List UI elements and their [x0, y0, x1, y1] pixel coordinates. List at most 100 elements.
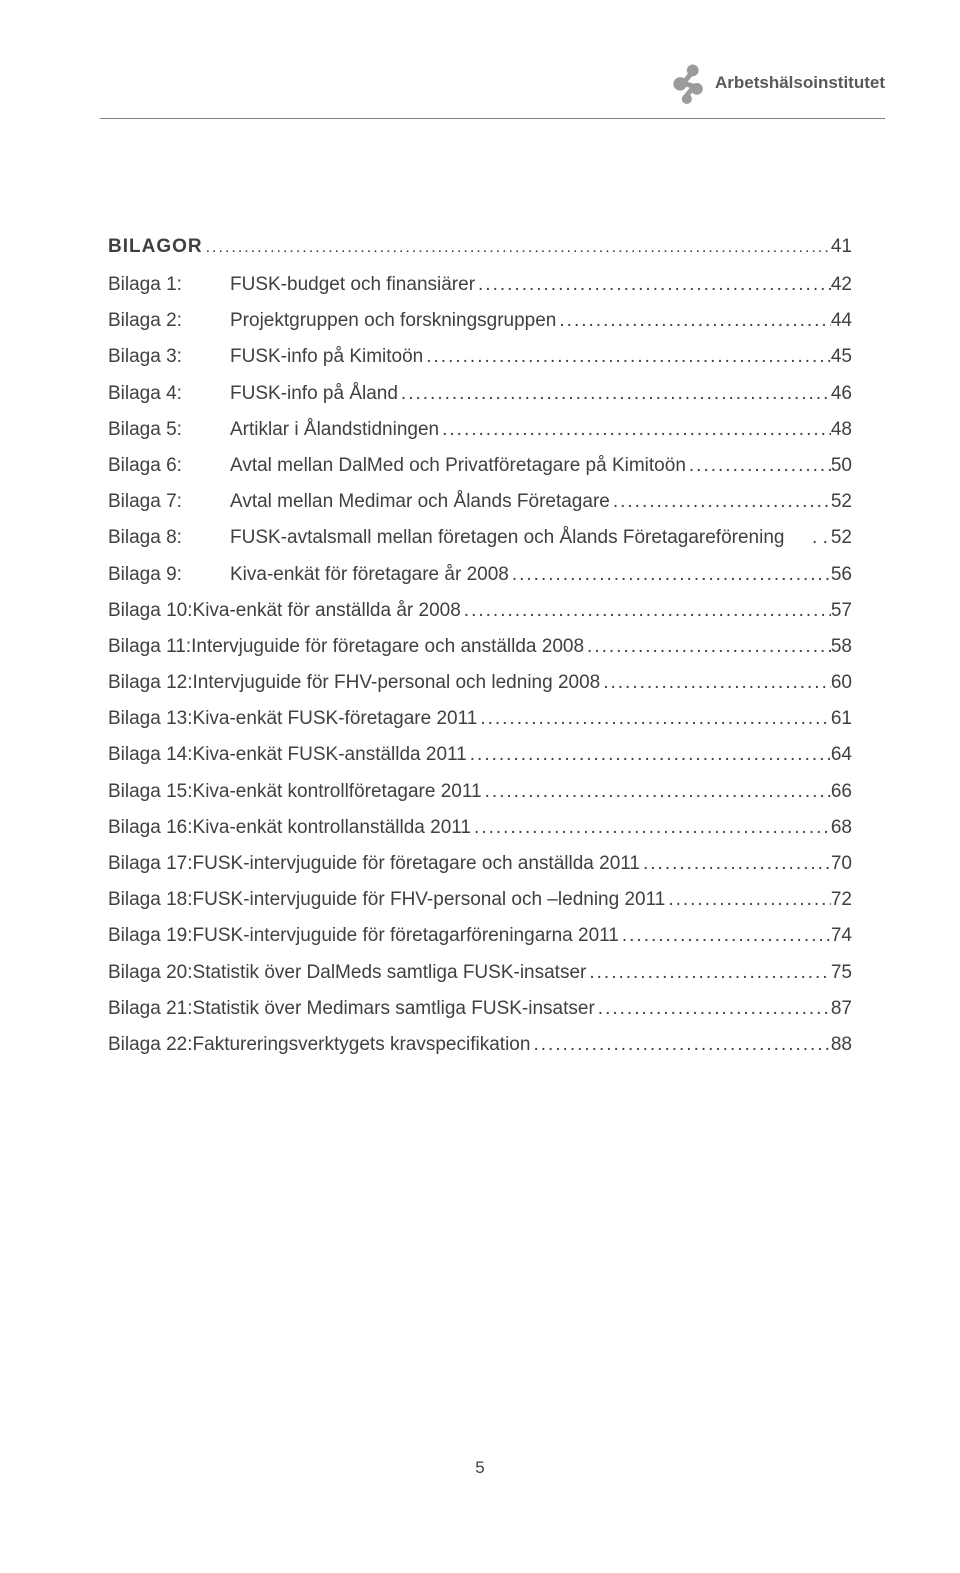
- toc-title: FUSK-intervjuguide för företagare och an…: [193, 854, 640, 873]
- toc-row: Bilaga 17: FUSK-intervjuguide för företa…: [108, 854, 852, 873]
- toc-row: Bilaga 22: Faktureringsverktygets kravsp…: [108, 1035, 852, 1054]
- toc-label: Bilaga 4:: [108, 384, 230, 403]
- toc-content: BILAGOR 41 Bilaga 1:FUSK-budget och fina…: [108, 236, 852, 1071]
- toc-dots: [398, 384, 831, 403]
- toc-label: Bilaga 9:: [108, 565, 230, 584]
- toc-title: Faktureringsverktygets kravspecifikation: [193, 1035, 531, 1054]
- toc-label: Bilaga 2:: [108, 311, 230, 330]
- toc-page: 74: [831, 926, 852, 945]
- toc-title: FUSK-info på Kimitoön: [230, 347, 423, 366]
- toc-row: Bilaga 18: FUSK-intervjuguide för FHV-pe…: [108, 890, 852, 909]
- toc-label: Bilaga 22:: [108, 1035, 193, 1054]
- toc-dots: [461, 601, 831, 620]
- toc-label: Bilaga 20:: [108, 963, 193, 982]
- toc-label: Bilaga 11:: [108, 637, 191, 656]
- toc-title: Artiklar i Ålandstidningen: [230, 420, 439, 439]
- institute-name: Arbetshälsoinstitutet: [715, 73, 885, 93]
- toc-label: Bilaga 17:: [108, 854, 193, 873]
- toc-label: Bilaga 16:: [108, 818, 193, 837]
- toc-label: Bilaga 15:: [108, 782, 193, 801]
- toc-page: 64: [831, 745, 852, 764]
- toc-title: FUSK-info på Åland: [230, 384, 398, 403]
- toc-row: Bilaga 10: Kiva-enkät för anställda år 2…: [108, 601, 852, 620]
- toc-label: Bilaga 5:: [108, 420, 230, 439]
- toc-row: Bilaga 15: Kiva-enkät kontrollföretagare…: [108, 782, 852, 801]
- toc-dots: [665, 890, 831, 909]
- toc-label: Bilaga 7:: [108, 492, 230, 511]
- toc-label: Bilaga 1:: [108, 275, 230, 294]
- toc-dots: [471, 818, 831, 837]
- section-page: 41: [831, 236, 852, 258]
- toc-label: Bilaga 8:: [108, 528, 230, 547]
- toc-dots: [586, 963, 831, 982]
- toc-title: Statistik över Medimars samtliga FUSK-in…: [193, 999, 595, 1018]
- toc-dots: [439, 420, 831, 439]
- header-right: Arbetshälsoinstitutet: [665, 62, 885, 104]
- toc-dots: [686, 456, 831, 475]
- toc-page: 42: [831, 275, 852, 294]
- toc-page: 52: [831, 528, 852, 547]
- toc-dots: [475, 275, 831, 294]
- toc-title: FUSK-intervjuguide för FHV-personal och …: [193, 890, 666, 909]
- toc-row: Bilaga 9:Kiva-enkät för företagare år 20…: [108, 565, 852, 584]
- header-rule: [100, 118, 885, 119]
- toc-dots: [619, 926, 831, 945]
- toc-title: Kiva-enkät FUSK-företagare 2011: [193, 709, 478, 728]
- toc-title: Intervjuguide för FHV-personal och ledni…: [193, 673, 601, 692]
- toc-title: Kiva-enkät FUSK-anställda 2011: [193, 745, 467, 764]
- toc-dots: [610, 492, 831, 511]
- toc-title: FUSK-avtalsmall mellan företagen och Åla…: [230, 528, 784, 547]
- section-title: BILAGOR: [108, 236, 203, 258]
- toc-title: Kiva-enkät för företagare år 2008: [230, 565, 509, 584]
- toc-dots-short: . .: [812, 528, 831, 547]
- toc-row: Bilaga 3:FUSK-info på Kimitoön45: [108, 347, 852, 366]
- toc-label: Bilaga 12:: [108, 673, 193, 692]
- toc-row: Bilaga 16: Kiva-enkät kontrollanställda …: [108, 818, 852, 837]
- toc-label: Bilaga 6:: [108, 456, 230, 475]
- toc-dots: [595, 999, 831, 1018]
- toc-label: Bilaga 13:: [108, 709, 193, 728]
- toc-row: Bilaga 13: Kiva-enkät FUSK-företagare 20…: [108, 709, 852, 728]
- toc-label: Bilaga 21:: [108, 999, 193, 1018]
- toc-page: 88: [831, 1035, 852, 1054]
- toc-page: 61: [831, 709, 852, 728]
- toc-page: 87: [831, 999, 852, 1018]
- logo-icon: [665, 62, 707, 104]
- toc-label: Bilaga 14:: [108, 745, 193, 764]
- toc-page: 75: [831, 963, 852, 982]
- toc-title: Avtal mellan Medimar och Ålands Företaga…: [230, 492, 610, 511]
- toc-label: Bilaga 19:: [108, 926, 193, 945]
- toc-title: Avtal mellan DalMed och Privatföretagare…: [230, 456, 686, 475]
- toc-row: Bilaga 19: FUSK-intervjuguide för företa…: [108, 926, 852, 945]
- toc-list: Bilaga 1:FUSK-budget och finansiärer42Bi…: [108, 275, 852, 1054]
- toc-title: Kiva-enkät kontrollanställda 2011: [193, 818, 472, 837]
- toc-page: 66: [831, 782, 852, 801]
- toc-page: 48: [831, 420, 852, 439]
- toc-label: Bilaga 3:: [108, 347, 230, 366]
- toc-title: Projektgruppen och forskningsgruppen: [230, 311, 556, 330]
- toc-dots: [203, 239, 831, 257]
- toc-page: 70: [831, 854, 852, 873]
- toc-row: Bilaga 20: Statistik över DalMeds samtli…: [108, 963, 852, 982]
- toc-page: 58: [831, 637, 852, 656]
- toc-title: Kiva-enkät för anställda år 2008: [193, 601, 461, 620]
- toc-dots: [467, 745, 831, 764]
- toc-row: Bilaga 6:Avtal mellan DalMed och Privatf…: [108, 456, 852, 475]
- toc-title: Intervjuguide för företagare och anställ…: [191, 637, 584, 656]
- toc-row: Bilaga 12: Intervjuguide för FHV-persona…: [108, 673, 852, 692]
- toc-title: Kiva-enkät kontrollföretagare 2011: [193, 782, 482, 801]
- toc-row: Bilaga 11: Intervjuguide för företagare …: [108, 637, 852, 656]
- toc-dots: [482, 782, 831, 801]
- toc-dots: [640, 854, 831, 873]
- toc-page: 56: [831, 565, 852, 584]
- toc-row: Bilaga 8:FUSK-avtalsmall mellan företage…: [108, 528, 852, 547]
- toc-page: 72: [831, 890, 852, 909]
- toc-dots: [423, 347, 831, 366]
- toc-page: 50: [831, 456, 852, 475]
- toc-row: Bilaga 1:FUSK-budget och finansiärer42: [108, 275, 852, 294]
- toc-page: 52: [831, 492, 852, 511]
- toc-row: Bilaga 2:Projektgruppen och forskningsgr…: [108, 311, 852, 330]
- toc-dots: [600, 673, 831, 692]
- section-heading-row: BILAGOR 41: [108, 236, 852, 258]
- toc-label: Bilaga 18:: [108, 890, 193, 909]
